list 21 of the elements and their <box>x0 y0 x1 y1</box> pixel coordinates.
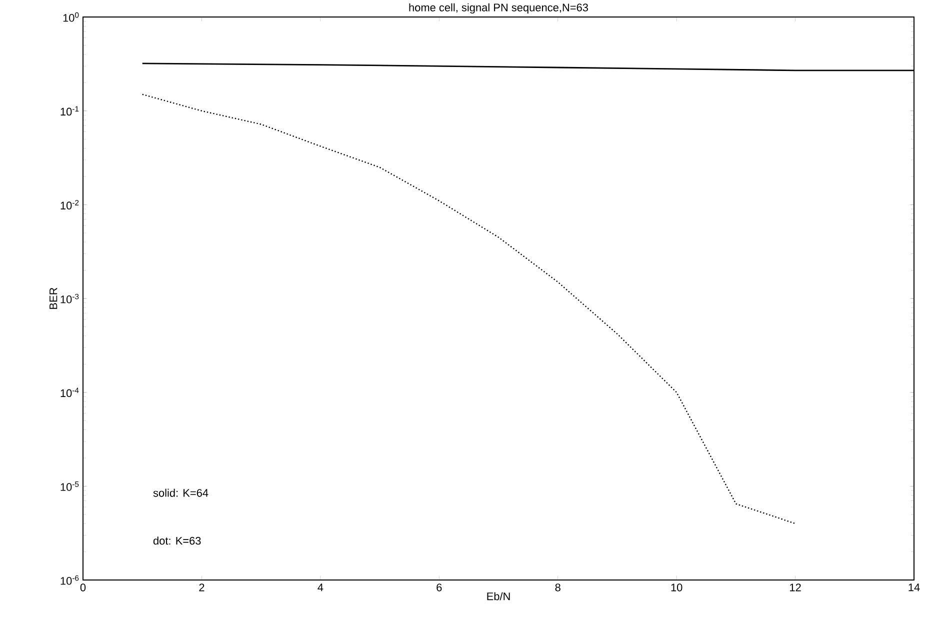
line-series <box>142 94 796 524</box>
y-tick-label: 10$^{-3}$ <box>60 294 79 304</box>
y-tick-label: 10$^{-4}$ <box>60 388 79 398</box>
annotation: solid: K=64 <box>153 488 208 497</box>
x-tick-label: 8 <box>555 584 560 592</box>
chart-title: home cell, signal PN sequence,N=63 <box>409 3 588 14</box>
y-tick-label: 10$^{0}$ <box>63 12 79 22</box>
x-tick-label: 4 <box>318 584 324 592</box>
y-tick-label: 10$^{-1}$ <box>60 106 79 116</box>
x-tick-label: 2 <box>199 584 204 592</box>
x-axis-title: Eb/N <box>487 592 510 600</box>
annotation: dot: K=63 <box>153 536 201 545</box>
x-tick-label: 6 <box>436 584 442 592</box>
x-tick-label: 14 <box>908 584 920 592</box>
y-tick-label: 10$^{-2}$ <box>60 200 79 210</box>
x-tick-label: 10 <box>671 584 682 592</box>
x-tick-label: 12 <box>790 584 801 592</box>
y-tick-label: 10$^{-5}$ <box>60 482 79 491</box>
y-tick-label: 10$^{-6}$ <box>60 575 79 585</box>
x-tick-label: 0 <box>80 584 86 592</box>
y-axis-title: BER <box>50 288 58 309</box>
